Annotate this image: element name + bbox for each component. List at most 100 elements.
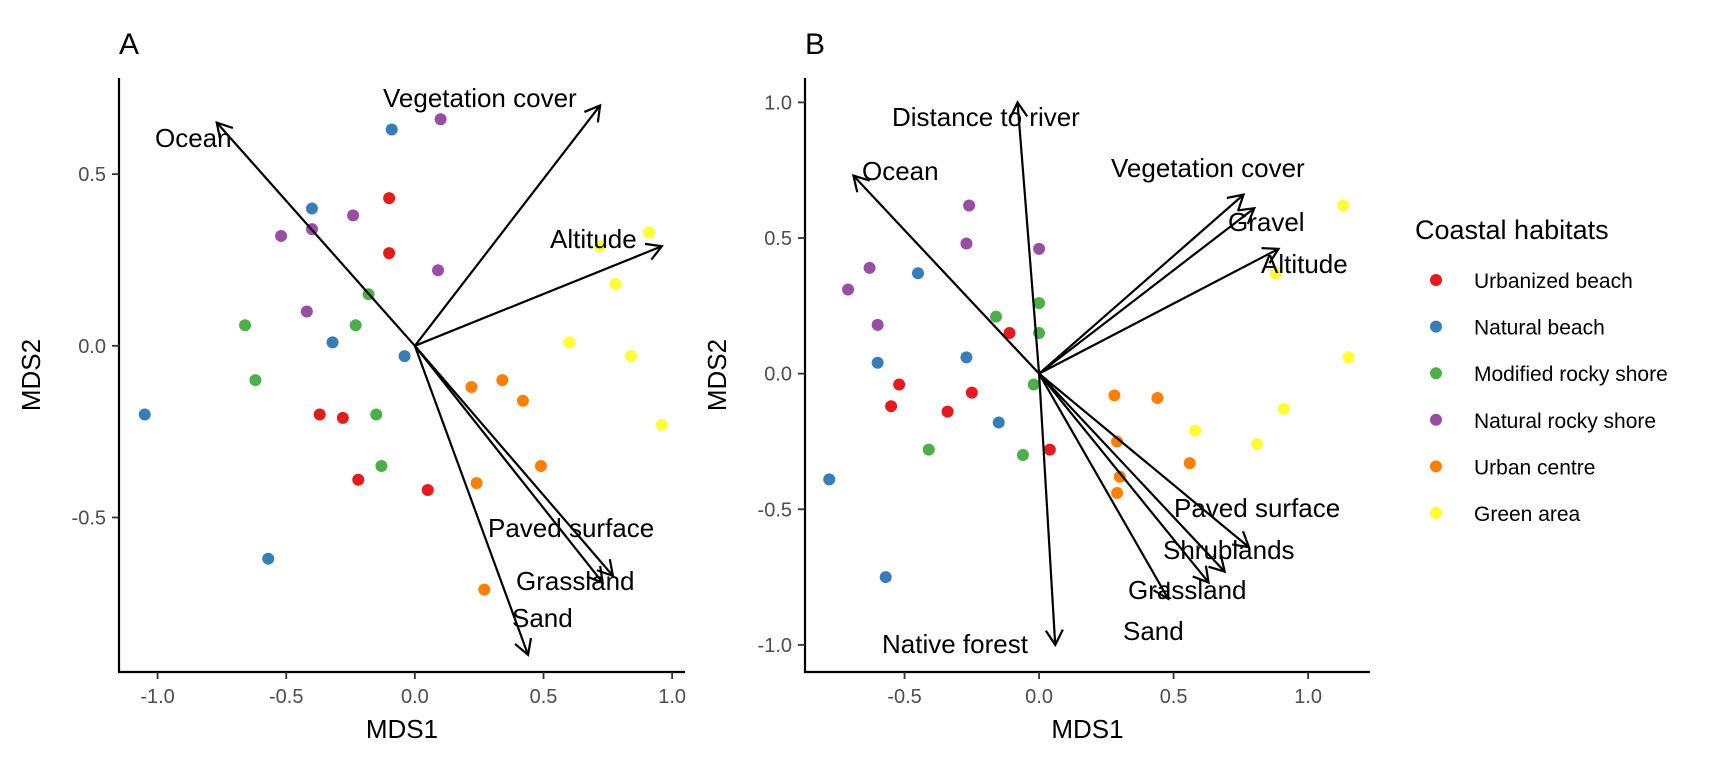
data-point — [470, 477, 483, 490]
vector-arrowhead — [1009, 100, 1029, 119]
vector-line — [1016, 102, 1041, 374]
vector-label: Grassland — [516, 566, 635, 596]
vector-arrow: Vegetation cover — [383, 83, 602, 347]
vector-line — [1038, 373, 1170, 600]
vector-label: Shrublands — [1163, 535, 1295, 565]
data-point — [383, 247, 396, 260]
legend-swatch — [1430, 413, 1442, 426]
vector-arrowhead — [644, 242, 664, 261]
data-point — [563, 336, 576, 349]
data-point — [516, 394, 529, 407]
vector-line — [1038, 372, 1250, 549]
data-point — [478, 583, 491, 596]
data-point — [375, 459, 388, 472]
panel-a: A -1.0 -0.5 0.0 0.5 1.0 -0.5 0.0 0.5 MDS1 MDS2 Ocea… — [16, 28, 686, 744]
data-point — [1003, 326, 1016, 339]
data-point — [496, 374, 509, 387]
x-tick-label: 1.0 — [1294, 686, 1322, 708]
y-tick-label: -0.5 — [72, 507, 106, 529]
x-tick-label: 1.0 — [658, 686, 686, 708]
data-point — [965, 386, 978, 399]
legend-item: Natural rocky shore — [1430, 410, 1656, 433]
data-point — [960, 351, 973, 364]
vector-line — [1038, 193, 1245, 375]
data-point — [1113, 470, 1126, 483]
vector-arrowhead — [583, 103, 602, 123]
data-point — [1269, 267, 1282, 280]
vector-arrow: Ocean — [851, 156, 1040, 375]
data-point — [922, 443, 935, 456]
vector-line — [413, 345, 530, 656]
data-point — [138, 408, 151, 421]
x-tick-label: 0.5 — [530, 686, 558, 708]
data-point — [1027, 378, 1040, 391]
data-point — [893, 378, 906, 391]
y-tick-label: 0.5 — [78, 164, 106, 186]
vector-arrow: Ocean — [155, 120, 416, 347]
vector-arrow: Sand — [413, 345, 573, 657]
data-point — [609, 278, 622, 291]
legend-title: Coastal habitats — [1415, 215, 1609, 245]
data-point — [1108, 389, 1121, 402]
vector-label: Vegetation cover — [383, 83, 577, 113]
data-point — [960, 237, 973, 250]
vector-arrowhead — [1261, 247, 1281, 264]
data-point — [347, 209, 360, 222]
vector-line — [1038, 207, 1255, 375]
data-point — [262, 552, 275, 565]
x-tick-label: 0.0 — [1025, 686, 1053, 708]
vector-arrow: Grassland — [1038, 372, 1247, 605]
vector-line — [1038, 247, 1280, 375]
vector-line — [414, 245, 663, 347]
vector-arrowhead — [1237, 206, 1257, 225]
data-point — [992, 416, 1005, 429]
legend-label: Green area — [1474, 503, 1581, 526]
vector-line — [414, 345, 604, 584]
panel-tag: A — [119, 28, 139, 61]
vector-line — [1037, 373, 1057, 645]
vector-arrow: Shrublands — [1038, 372, 1295, 574]
data-point — [842, 283, 855, 296]
legend-label: Urbanized beach — [1474, 270, 1633, 293]
data-point — [300, 305, 313, 318]
data-point — [421, 484, 434, 497]
data-point — [1033, 297, 1046, 310]
legend-swatch — [1430, 274, 1442, 286]
data-point — [336, 411, 349, 424]
legend-label: Urban centre — [1474, 456, 1595, 479]
data-point — [305, 202, 318, 215]
vector-arrow: Gravel — [1038, 206, 1305, 375]
data-point — [941, 405, 954, 418]
data-point — [1016, 449, 1029, 462]
y-tick-label: 0.0 — [78, 336, 106, 358]
vector-arrowhead — [514, 637, 533, 657]
vector-label: Sand — [1123, 616, 1184, 646]
vector-line — [1038, 372, 1210, 584]
legend-swatch — [1430, 367, 1442, 380]
legend-item: Modified rocky shore — [1430, 363, 1668, 386]
legend-item: Green area — [1430, 503, 1581, 526]
data-point — [871, 356, 884, 369]
vector-label: Native forest — [882, 629, 1029, 659]
data-point — [912, 267, 924, 280]
vector-label: Altitude — [550, 224, 637, 254]
data-point — [879, 571, 892, 584]
vector-label: Sand — [512, 603, 573, 633]
vector-line — [852, 174, 1040, 375]
data-point — [385, 123, 398, 136]
x-axis-title: MDS1 — [1051, 714, 1123, 744]
data-point — [534, 459, 547, 472]
vector-arrow: Vegetation cover — [1038, 153, 1305, 375]
data-point — [249, 374, 262, 387]
y-axis-title: MDS2 — [16, 339, 46, 411]
vector-arrowhead — [586, 565, 605, 585]
data-point — [655, 418, 668, 431]
vector-arrowhead — [1208, 554, 1227, 574]
data-point — [239, 319, 252, 332]
legend-label: Modified rocky shore — [1474, 363, 1668, 386]
vector-label: Distance to river — [892, 102, 1080, 132]
vector-arrowhead — [851, 174, 871, 193]
x-tick-label: 0.0 — [401, 686, 429, 708]
vector-label: Paved surface — [1174, 493, 1340, 523]
